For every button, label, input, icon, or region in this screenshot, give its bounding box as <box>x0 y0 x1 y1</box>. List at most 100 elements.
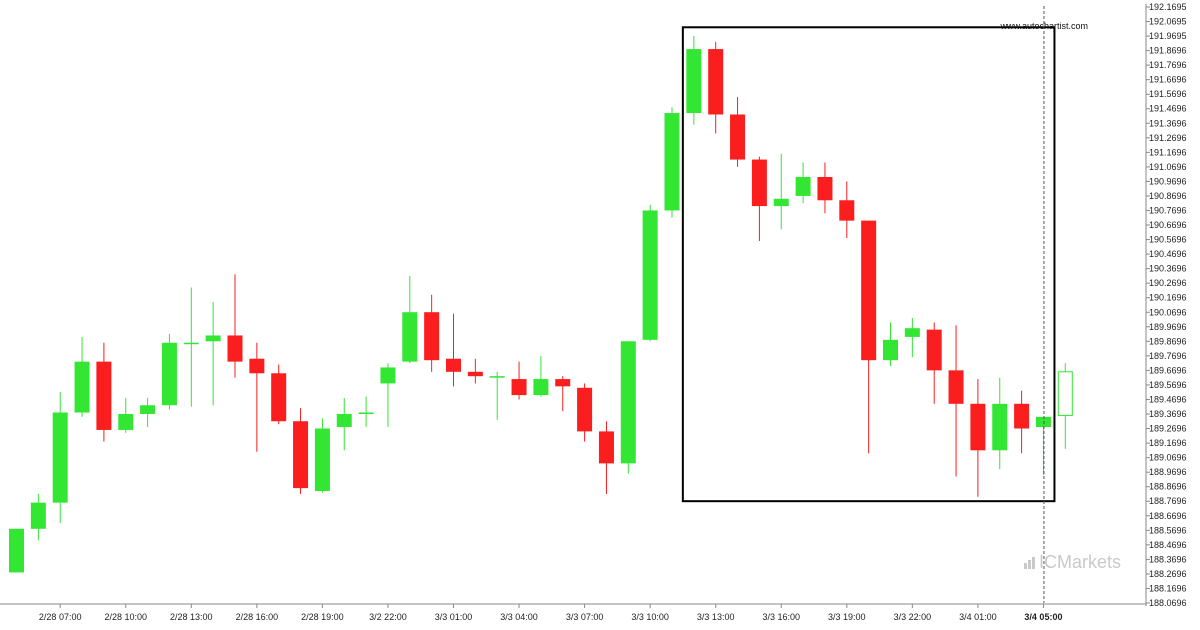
candle <box>511 361 527 400</box>
x-tick-label: 2/28 19:00 <box>301 612 344 622</box>
candle <box>533 355 549 397</box>
y-tick-label: 189.8696 <box>1149 336 1187 346</box>
candle <box>948 325 964 477</box>
candle <box>1014 390 1030 454</box>
candle-body <box>533 379 549 396</box>
y-tick-label: 191.4696 <box>1149 104 1187 114</box>
candle <box>620 341 636 474</box>
candle <box>205 302 221 406</box>
y-tick-label: 191.2696 <box>1149 133 1187 143</box>
candle <box>293 408 309 494</box>
candle-body <box>620 341 636 464</box>
candle-body <box>664 113 680 211</box>
candle-body <box>992 403 1008 451</box>
candle-body <box>424 312 440 361</box>
brand-prefix: IC <box>1039 552 1057 572</box>
candle-body <box>9 528 24 573</box>
y-tick-label: 188.6696 <box>1149 511 1187 521</box>
candle-body <box>1057 371 1073 416</box>
y-tick-label: 191.1696 <box>1149 147 1187 157</box>
candle-body <box>467 371 483 377</box>
candle <box>664 107 680 218</box>
y-tick-label: 192.0695 <box>1149 17 1187 27</box>
candle-body <box>52 412 68 503</box>
candle <box>424 294 440 372</box>
y-axis: 192.1695 192.0695 191.9695 191.8696 191.7696… <box>1145 2 1187 608</box>
autochartist-watermark: www.autochartist.com <box>1000 21 1088 31</box>
y-tick-label: 191.5696 <box>1149 89 1187 99</box>
candle-body <box>1014 403 1030 429</box>
y-tick-label: 190.0696 <box>1149 307 1187 317</box>
candle <box>271 364 287 425</box>
y-tick-label: 189.1696 <box>1149 438 1187 448</box>
candle-body <box>817 177 833 201</box>
candle-body <box>336 413 352 428</box>
y-tick-label: 191.6696 <box>1149 75 1187 85</box>
candle <box>96 342 112 442</box>
x-tick-label: 3/3 01:00 <box>435 612 473 622</box>
y-tick-label: 189.9696 <box>1149 322 1187 332</box>
y-tick-label: 191.7696 <box>1149 60 1187 70</box>
candle-body <box>161 342 177 406</box>
y-tick-label: 189.2696 <box>1149 424 1187 434</box>
candle-body <box>314 428 330 492</box>
x-tick-label: 2/28 16:00 <box>236 612 279 622</box>
y-tick-label: 191.3696 <box>1149 118 1187 128</box>
candle-body <box>380 367 396 384</box>
candle-body <box>271 373 287 422</box>
candle-body <box>555 379 571 387</box>
candle <box>314 418 330 493</box>
candle-body <box>708 49 724 115</box>
candle <box>861 220 877 454</box>
y-tick-label: 189.7696 <box>1149 351 1187 361</box>
candle-body <box>861 220 877 361</box>
candle-body <box>642 210 658 340</box>
candle <box>730 97 746 167</box>
candles-layer <box>9 36 1073 573</box>
y-tick-label: 190.8696 <box>1149 191 1187 201</box>
candle <box>446 313 461 387</box>
candle-body <box>205 335 221 342</box>
x-tick-label: 3/4 01:00 <box>959 612 997 622</box>
x-tick-label: 3/3 13:00 <box>697 612 735 622</box>
candle <box>839 181 855 239</box>
x-tick-label: 2/28 07:00 <box>39 612 82 622</box>
y-tick-label: 188.2696 <box>1149 569 1187 579</box>
candle <box>183 287 199 407</box>
y-tick-label: 191.8696 <box>1149 46 1187 56</box>
y-tick-label: 188.0696 <box>1149 598 1187 608</box>
candle-body <box>598 431 614 464</box>
y-tick-label: 190.1696 <box>1149 293 1187 303</box>
y-tick-label: 188.7696 <box>1149 496 1187 506</box>
y-tick-label: 188.9696 <box>1149 467 1187 477</box>
x-tick-label: 3/3 22:00 <box>894 612 932 622</box>
candle <box>140 397 156 428</box>
y-tick-label: 189.5696 <box>1149 380 1187 390</box>
y-tick-label: 189.0696 <box>1149 453 1187 463</box>
candle <box>555 376 571 412</box>
x-tick-label: 3/3 04:00 <box>500 612 538 622</box>
y-tick-label: 192.1695 <box>1149 2 1187 12</box>
candle-body <box>904 328 920 337</box>
candle-body <box>227 335 243 362</box>
candle <box>1057 363 1073 449</box>
candle <box>992 377 1008 470</box>
icmarkets-logo: ICMarkets <box>1024 552 1121 574</box>
candle <box>30 493 46 541</box>
candle-body <box>839 200 855 221</box>
candle-body <box>183 342 199 345</box>
candle <box>358 396 374 428</box>
candle <box>708 41 724 134</box>
y-tick-label: 188.1696 <box>1149 583 1187 593</box>
y-tick-label: 190.3696 <box>1149 264 1187 274</box>
x-tick-label: 2/28 10:00 <box>104 612 147 622</box>
candle <box>795 162 811 204</box>
candle <box>926 322 942 404</box>
candle <box>883 322 898 366</box>
y-tick-label: 190.2696 <box>1149 278 1187 288</box>
y-tick-label: 189.3696 <box>1149 409 1187 419</box>
candle-body <box>293 421 309 489</box>
candle-body <box>970 403 986 451</box>
candle <box>161 334 177 410</box>
candle <box>904 318 920 358</box>
